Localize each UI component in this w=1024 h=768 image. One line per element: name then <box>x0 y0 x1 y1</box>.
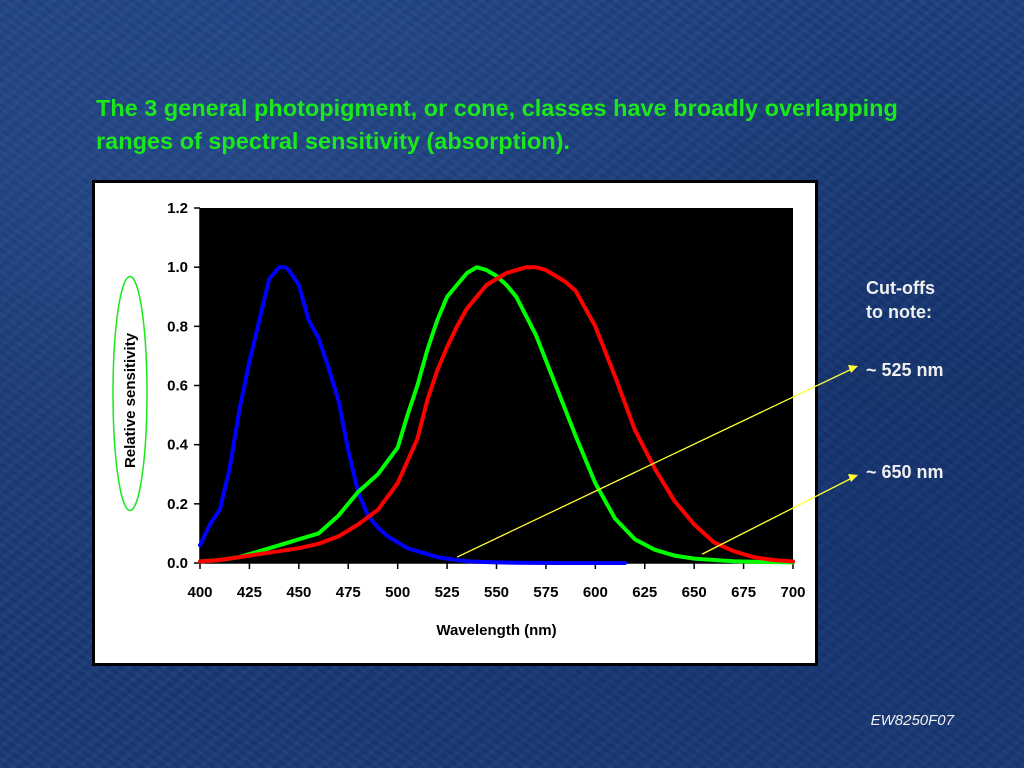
y-axis-label: Relative sensitivity <box>122 332 139 468</box>
x-tick-label: 525 <box>435 584 460 601</box>
pointer-arrowhead <box>848 365 858 373</box>
annotation-650nm: ~ 650 nm <box>866 462 944 482</box>
x-tick-label: 500 <box>385 584 410 601</box>
y-tick-label: 0.6 <box>167 378 188 395</box>
y-tick-label: 1.2 <box>167 200 188 217</box>
chart-frame: 0.0 0.2 0.4 0.6 0.8 1.0 1.2 400 425 450 475 500 525… <box>92 180 818 666</box>
x-tick-label: 425 <box>237 584 262 601</box>
credit-label: EW8250F07 <box>870 712 954 729</box>
cutoffs-heading: Cut-offs to note: <box>866 276 935 324</box>
y-tick-label: 0.0 <box>167 555 188 572</box>
x-tick-label: 600 <box>583 584 608 601</box>
pointer-arrowhead <box>848 474 858 482</box>
y-axis: 0.0 0.2 0.4 0.6 0.8 1.0 1.2 <box>167 200 201 572</box>
x-tick-label: 675 <box>731 584 756 601</box>
y-tick-label: 0.8 <box>167 318 188 335</box>
x-tick-label: 400 <box>187 584 212 601</box>
x-tick-label: 650 <box>682 584 707 601</box>
x-tick-label: 575 <box>533 584 558 601</box>
y-tick-label: 0.2 <box>167 496 188 513</box>
x-tick-label: 475 <box>336 584 361 601</box>
plot-area <box>200 208 793 563</box>
x-tick-label: 700 <box>780 584 805 601</box>
spectral-sensitivity-chart: 0.0 0.2 0.4 0.6 0.8 1.0 1.2 400 425 450 475 500 525… <box>112 200 806 639</box>
x-tick-label: 625 <box>632 584 657 601</box>
x-axis-label: Wavelength (nm) <box>436 622 556 639</box>
y-tick-label: 1.0 <box>167 259 188 276</box>
cutoffs-heading-line2: to note: <box>866 302 932 322</box>
annotation-525nm: ~ 525 nm <box>866 360 944 380</box>
ylabel-highlight-ellipse <box>112 275 148 512</box>
x-tick-label: 450 <box>286 584 311 601</box>
cutoffs-heading-line1: Cut-offs <box>866 278 935 298</box>
slide-title: The 3 general photopigment, or cone, cla… <box>96 95 898 154</box>
y-tick-label: 0.4 <box>167 437 189 454</box>
x-axis: 400 425 450 475 500 525 550 575 600 625 650 675 700 <box>187 562 806 601</box>
x-tick-label: 550 <box>484 584 509 601</box>
